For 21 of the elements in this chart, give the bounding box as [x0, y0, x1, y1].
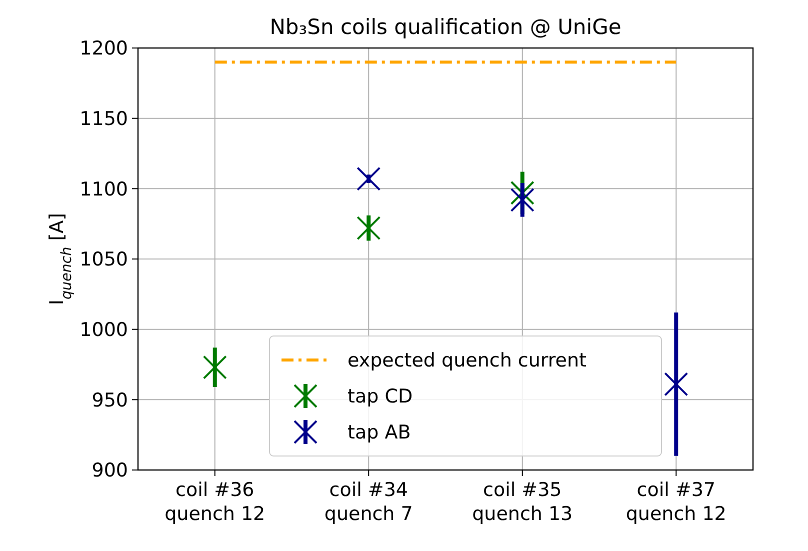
legend-label: tap AB: [348, 422, 411, 444]
x-tick-label: coil #35 quench 13: [472, 479, 573, 525]
point: [356, 216, 381, 240]
y-tick-label: 950: [92, 389, 128, 412]
point: [664, 372, 688, 396]
x-tick-label: coil #37 quench 12: [626, 479, 726, 525]
point: [510, 180, 534, 205]
y-tick-label: 900: [92, 460, 128, 482]
chart-title: Nb₃Sn coils qualification @ UniGe: [270, 15, 622, 39]
legend-label: tap CD: [348, 386, 413, 408]
point: [202, 355, 227, 380]
point: [510, 188, 534, 212]
point: [356, 166, 381, 191]
y-tick-label: 1150: [80, 108, 128, 130]
y-tick-label: 1000: [80, 318, 128, 341]
x-tick-label: coil #36 quench 12: [164, 479, 266, 525]
y-tick-label: 1100: [80, 178, 128, 200]
x-tick-label: coil #34 quench 7: [324, 479, 413, 525]
y-tick-label: 1200: [80, 38, 128, 60]
legend-label: expected quench current: [348, 350, 586, 372]
y-tick-label: 1050: [80, 248, 128, 271]
